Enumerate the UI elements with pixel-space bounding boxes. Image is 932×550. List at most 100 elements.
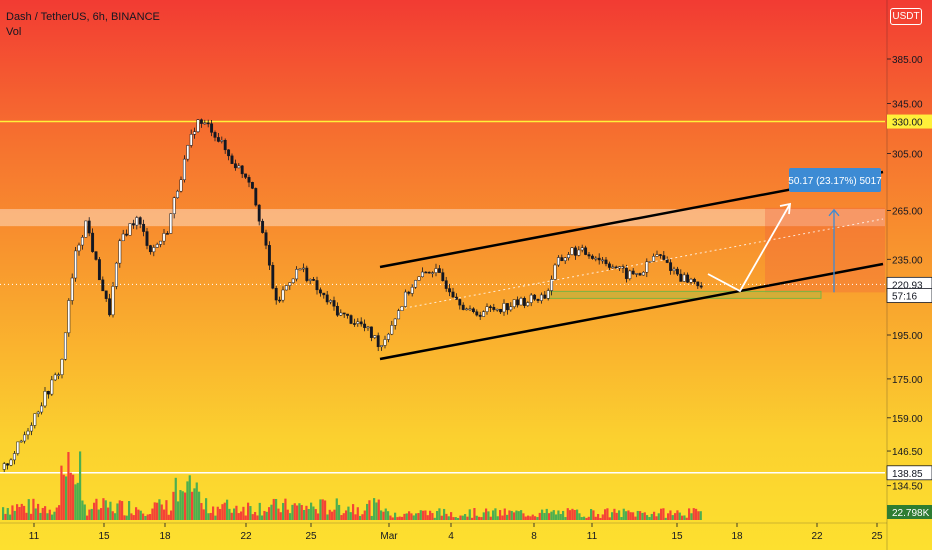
volume-bar <box>352 504 355 520</box>
time-tick-label: 11 <box>29 531 40 542</box>
candle <box>91 232 95 252</box>
candle <box>203 122 207 125</box>
candle <box>359 321 363 325</box>
volume-bar <box>76 482 79 520</box>
volume-bar <box>142 513 145 520</box>
price-tick-label: 146.50 <box>892 447 923 458</box>
time-tick-label: 18 <box>731 531 743 542</box>
volume-bar <box>401 516 404 520</box>
candle <box>152 247 156 253</box>
candle <box>108 298 112 316</box>
price-tick-label: 345.00 <box>892 100 923 111</box>
time-tick-label: 25 <box>305 531 317 542</box>
volume-bar <box>179 490 182 520</box>
candle <box>335 305 339 316</box>
candle <box>199 119 203 124</box>
volume-bar <box>25 512 28 520</box>
volume-bar <box>613 508 616 520</box>
volume-bar <box>293 503 296 520</box>
volume-bar <box>321 499 324 520</box>
candle <box>471 308 475 312</box>
candle <box>618 266 622 269</box>
candle <box>318 289 322 294</box>
volume-bar <box>67 452 70 520</box>
volume-bar <box>58 505 61 520</box>
candle <box>366 326 370 329</box>
candle <box>114 262 118 287</box>
volume-indicator-label[interactable]: Vol <box>6 26 22 38</box>
candle <box>468 308 472 311</box>
price-tick-label: 159.00 <box>892 414 923 425</box>
price-tick-label: 195.00 <box>892 331 923 342</box>
candle <box>417 276 421 281</box>
price-tag-label-volume: 22.798K <box>892 508 930 519</box>
volume-bar <box>6 508 9 520</box>
candle <box>12 453 16 461</box>
candle <box>60 358 64 375</box>
volume-bar <box>303 509 306 520</box>
volume-bar <box>499 510 502 520</box>
channel-lower-line <box>379 262 884 361</box>
price-tag-countdown <box>886 288 932 303</box>
volume-bar <box>125 515 128 520</box>
volume-bar <box>524 516 527 520</box>
volume-bar <box>170 510 173 520</box>
candle <box>590 255 594 259</box>
candle <box>284 285 288 291</box>
volume-bar <box>165 500 168 520</box>
volume-bar <box>13 510 16 520</box>
candle <box>696 281 700 287</box>
time-tick-label: 11 <box>587 531 598 542</box>
volume-bar <box>534 516 537 520</box>
volume-bar <box>676 510 679 520</box>
currency-selector[interactable]: USDT <box>890 8 922 25</box>
volume-bar <box>102 498 105 520</box>
volume-bar <box>438 508 441 520</box>
candle <box>6 463 10 466</box>
candle <box>482 311 486 317</box>
candle <box>682 274 686 282</box>
candle <box>165 233 169 235</box>
volume-bar <box>615 512 618 520</box>
volume-bar <box>629 512 632 520</box>
symbol-title: Dash / TetherUS, 6h, BINANCE <box>6 11 160 23</box>
candle <box>155 244 159 248</box>
candle <box>186 145 190 160</box>
candle <box>505 303 509 311</box>
candle <box>342 312 346 315</box>
volume-bar <box>426 515 429 520</box>
candle <box>57 374 61 376</box>
volume-bar <box>4 513 7 520</box>
candle <box>169 213 173 234</box>
volume-bar <box>636 510 639 520</box>
volume-bar <box>244 515 247 520</box>
volume-bar <box>583 516 586 520</box>
volume-bar <box>375 502 378 520</box>
volume-bar <box>90 508 93 520</box>
volume-bar <box>594 516 597 520</box>
volume-bar <box>361 514 364 520</box>
volume-bar <box>137 509 140 520</box>
volume-bar <box>258 502 261 520</box>
candle <box>159 240 163 245</box>
candle <box>67 300 71 334</box>
volume-bar <box>494 508 497 520</box>
volume-bar <box>538 512 541 520</box>
volume-bar <box>60 465 63 520</box>
volume-bar <box>678 512 681 520</box>
volume-bar <box>342 513 345 520</box>
candle <box>699 285 703 288</box>
volume-bar <box>254 511 257 520</box>
volume-bar <box>16 504 19 520</box>
candle <box>111 286 115 316</box>
volume-bar <box>230 512 233 520</box>
candle <box>563 257 567 261</box>
volume-bar <box>475 515 478 520</box>
volume-bar <box>249 506 252 520</box>
volume-bar <box>251 514 254 520</box>
volume-bar <box>664 517 667 520</box>
candle <box>580 247 584 251</box>
volume-bar <box>296 505 299 520</box>
